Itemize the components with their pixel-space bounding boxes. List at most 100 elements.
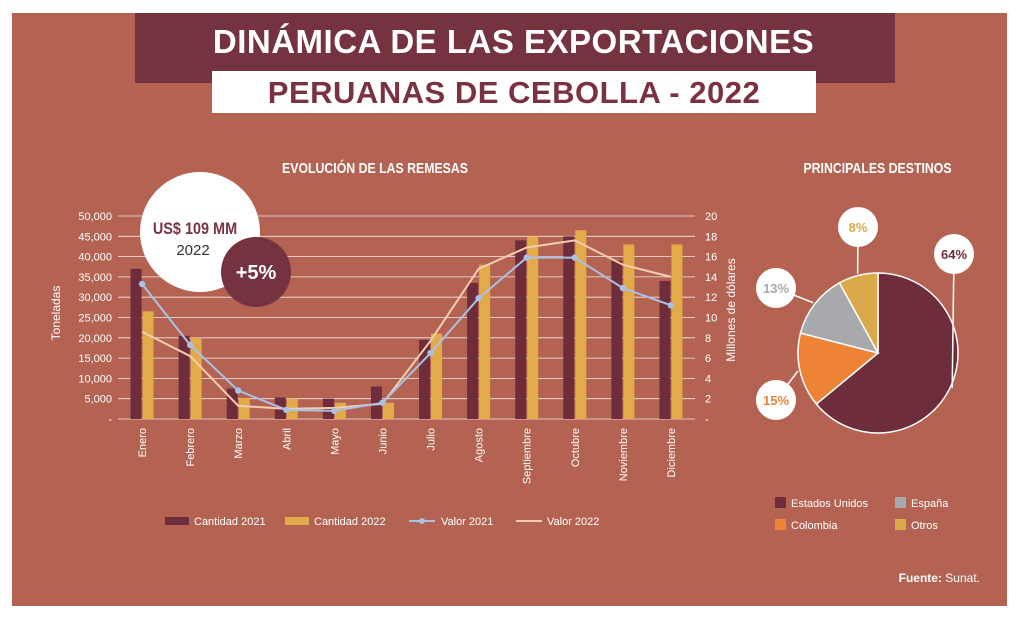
x-tick-label: Septiembre xyxy=(522,428,534,484)
pie-slice-otros xyxy=(838,272,879,354)
pie-slice-label: 8% xyxy=(849,220,868,235)
x-tick-label: Febrero xyxy=(185,428,197,467)
point-valor-2021 xyxy=(186,341,194,349)
left-axis-label: Toneladas xyxy=(49,286,63,341)
subtitle-box xyxy=(212,71,816,113)
point-valor-2021 xyxy=(571,254,578,261)
bar-cantidad-2021 xyxy=(178,335,190,419)
y-tick-label: 30,000 xyxy=(78,292,112,304)
total-value-year: 2022 xyxy=(176,242,209,259)
bar-cantidad-2022 xyxy=(575,230,587,419)
bar-cantidad-2022 xyxy=(479,264,491,419)
legend-swatch-cantidad-2021 xyxy=(165,517,189,525)
right-axis-label: Millones de dólares xyxy=(724,258,738,361)
bar-cantidad-2021 xyxy=(467,282,479,419)
bar-cantidad-2021 xyxy=(419,339,431,419)
point-valor-2021 xyxy=(667,302,675,309)
y-tick-label: 10,000 xyxy=(78,373,112,385)
bar-cantidad-2022 xyxy=(142,311,154,419)
y2-tick-label: 4 xyxy=(705,373,711,385)
bar-cantidad-2022 xyxy=(623,244,635,419)
pie-labels: 64% 15% 13% 8% xyxy=(756,207,974,420)
pie xyxy=(797,272,959,434)
bar-cantidad-2021 xyxy=(563,236,575,419)
y2-tick-label: 8 xyxy=(705,333,711,345)
y-tick-label: 15,000 xyxy=(78,353,112,365)
y-tick-label: 25,000 xyxy=(78,313,112,325)
point-valor-2021 xyxy=(619,284,627,292)
bar-cantidad-2022 xyxy=(190,337,202,419)
x-tick-label: Julio xyxy=(426,428,438,451)
point-valor-2021 xyxy=(283,406,290,414)
legend-colombia-label: Colombia xyxy=(791,520,838,532)
pie-slice-estados-unidos xyxy=(815,272,959,434)
source-value: Sunat. xyxy=(945,571,980,585)
y2-tick-label: - xyxy=(705,414,709,426)
destinos-legend: Estados Unidos Colombia España Otros xyxy=(775,497,949,532)
right-axis-ticks: - 2 4 6 8 10 12 14 16 18 20 xyxy=(705,211,717,426)
bar-cantidad-2021 xyxy=(130,268,142,419)
x-tick-label: Mayo xyxy=(329,428,341,455)
x-tick-label: Enero xyxy=(137,428,149,457)
y2-tick-label: 2 xyxy=(705,394,711,406)
bar-cantidad-2022 xyxy=(671,244,683,419)
lines xyxy=(138,239,675,415)
y2-tick-label: 12 xyxy=(705,292,717,304)
source-label: Fuente: xyxy=(898,571,942,585)
legend-swatch-cantidad-2022 xyxy=(285,517,309,525)
remesas-legend: Cantidad 2021 Cantidad 2022 Valor 2021 Valo… xyxy=(165,516,599,528)
pie-slice-label: 64% xyxy=(941,247,967,262)
y2-tick-label: 14 xyxy=(705,272,717,284)
legend-estados-unidos-swatch xyxy=(775,497,786,508)
pie-slice-label: 15% xyxy=(763,393,789,408)
x-tick-label: Noviembre xyxy=(618,428,630,481)
legend-estados-unidos-label: Estados Unidos xyxy=(791,498,869,510)
line-valor-2022 xyxy=(141,239,672,410)
pie-slice-colombia xyxy=(797,332,880,406)
x-tick-label: Marzo xyxy=(233,428,245,459)
line-valor-2021 xyxy=(141,256,672,412)
y2-tick-label: 16 xyxy=(705,252,717,264)
pie-label-bubble xyxy=(756,380,796,420)
point-valor-2021 xyxy=(331,407,338,415)
point-valor-2021 xyxy=(379,399,386,406)
pie-leader-line xyxy=(951,253,955,388)
point-valor-2021 xyxy=(475,295,482,302)
y-tick-label: 40,000 xyxy=(78,252,112,264)
pie-label-bubble xyxy=(756,268,796,308)
pie-label-bubble xyxy=(838,207,878,247)
y-tick-label: 45,000 xyxy=(78,231,112,243)
legend-espana-label: España xyxy=(911,498,949,510)
pie-label-bubble xyxy=(934,234,974,274)
y2-tick-label: 18 xyxy=(705,231,717,243)
y-tick-label: 20,000 xyxy=(78,333,112,345)
pie-slice-espana xyxy=(799,281,880,355)
legend-label-valor-2022: Valor 2022 xyxy=(547,516,599,528)
legend-espana-swatch xyxy=(895,497,906,508)
y2-tick-label: 10 xyxy=(705,313,717,325)
legend-label-cantidad-2022: Cantidad 2022 xyxy=(314,516,386,528)
x-tick-label: Junio xyxy=(377,428,389,454)
bar-cantidad-2021 xyxy=(611,260,623,419)
legend-colombia-swatch xyxy=(775,519,786,530)
x-tick-label: Octubre xyxy=(570,428,582,467)
y2-tick-label: 6 xyxy=(705,353,711,365)
point-valor-2021 xyxy=(235,387,242,394)
x-tick-label: Diciembre xyxy=(666,428,678,478)
destinos-chart-title: PRINCIPALES DESTINOS xyxy=(803,160,952,177)
bar-cantidad-2022 xyxy=(382,402,394,419)
growth-bubble xyxy=(221,237,291,307)
x-tick-label: Agosto xyxy=(474,428,486,462)
legend-marker-valor-2021 xyxy=(419,518,425,524)
pie-slice-label: 13% xyxy=(763,281,789,296)
total-value-text: US$ 109 MM xyxy=(153,220,237,238)
x-axis-labels: Enero Febrero Marzo Abril Mayo Junio Julio Agos… xyxy=(137,428,678,484)
legend-label-cantidad-2021: Cantidad 2021 xyxy=(194,516,266,528)
legend-otros-swatch xyxy=(895,519,906,530)
bar-cantidad-2021 xyxy=(659,280,671,419)
bar-cantidad-2022 xyxy=(527,236,539,419)
source-note: Fuente: Sunat. xyxy=(860,571,980,585)
y2-tick-label: 20 xyxy=(705,211,717,223)
legend-label-valor-2021: Valor 2021 xyxy=(441,516,493,528)
